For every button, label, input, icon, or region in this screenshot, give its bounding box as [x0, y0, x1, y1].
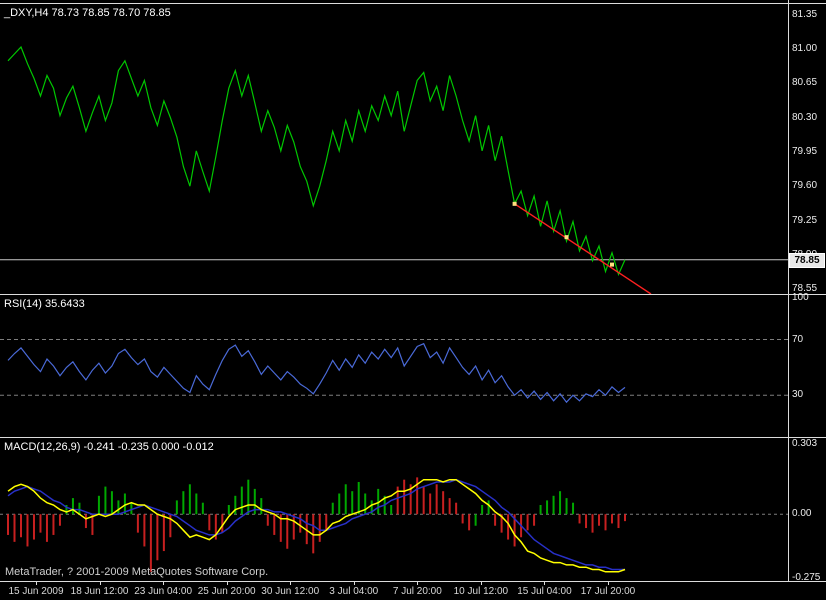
time-axis-label: 7 Jul 20:00	[392, 586, 442, 597]
price-tick-label: 79.60	[792, 180, 818, 192]
time-axis-tick	[353, 582, 355, 585]
main-price-chart-canvas[interactable]	[0, 0, 788, 294]
main-rsi-separator[interactable]	[0, 294, 826, 295]
rsi-value-label: RSI(14) 35.6433	[4, 298, 85, 310]
time-axis-tick	[608, 582, 609, 585]
time-axis-label: 15 Jul 04:00	[517, 586, 572, 597]
macd-values-label: MACD(12,26,9) -0.241 -0.235 0.000 -0.012	[4, 441, 214, 453]
macd-tick-label: 0.00	[792, 508, 812, 520]
time-axis-tick	[290, 582, 292, 585]
macd-tick-label: 0.303	[792, 438, 818, 450]
price-tick-label: 78.55	[792, 283, 818, 295]
time-axis-label: 3 Jul 04:00	[329, 586, 379, 597]
current-price-tag: 78.85	[789, 252, 825, 268]
price-tick-label: 80.65	[792, 77, 818, 89]
price-tick-label: 79.25	[792, 214, 818, 226]
macd-indicator-canvas[interactable]	[0, 438, 788, 581]
time-axis-tick	[480, 582, 482, 585]
time-axis-label: 17 Jul 20:00	[580, 586, 636, 597]
time-axis-label: 23 Jun 04:00	[134, 586, 193, 597]
time-axis-tick	[226, 582, 228, 585]
rsi-tick-label: 100	[792, 291, 809, 303]
price-tick-label: 80.30	[792, 111, 818, 123]
time-axis-tick	[99, 582, 101, 585]
time-axis-label: 18 Jun 12:00	[70, 586, 129, 597]
time-axis-tick	[417, 582, 419, 585]
rsi-tick-label: 30	[792, 389, 804, 401]
price-scale-border-line	[788, 0, 789, 582]
price-tick-label: 81.35	[792, 8, 818, 20]
macd-tick-label: -0.275	[792, 571, 821, 583]
rsi-tick-label: 70	[792, 333, 804, 345]
time-axis-label: 15 Jun 2009	[8, 586, 64, 597]
macd-timeaxis-separator	[0, 581, 826, 582]
time-axis[interactable]: 15 Jun 2009 18 Jun 12:00 23 Jun 04:00 25 Ju…	[0, 582, 826, 600]
symbol-ohlc-label: _DXY,H4 78.73 78.85 78.70 78.85	[4, 7, 171, 19]
price-tick-label: 81.00	[792, 43, 818, 54]
time-axis-label: 25 Jun 20:00	[197, 586, 256, 597]
top-border-line	[0, 3, 826, 4]
time-axis-tick	[544, 582, 546, 585]
price-tick-label: 79.95	[792, 145, 818, 157]
time-axis-label: 10 Jul 12:00	[453, 586, 509, 597]
copyright-label: MetaTrader, ? 2001-2009 MetaQuotes Softw…	[5, 566, 269, 578]
rsi-macd-separator[interactable]	[0, 437, 826, 438]
time-axis-tick	[36, 582, 37, 585]
rsi-indicator-canvas[interactable]	[0, 295, 788, 437]
time-axis-label: 30 Jun 12:00	[261, 586, 320, 597]
time-axis-tick	[163, 582, 165, 585]
